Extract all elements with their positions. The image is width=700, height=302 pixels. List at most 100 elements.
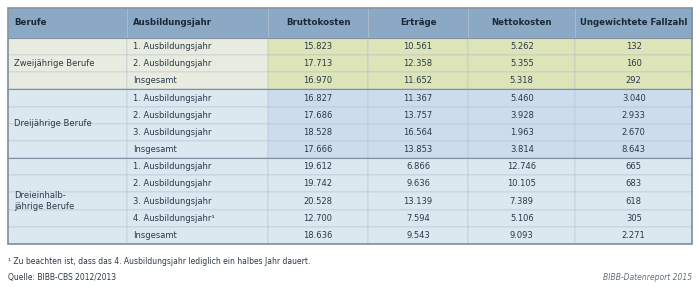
Text: 5.318: 5.318 — [510, 76, 533, 85]
Text: 8.643: 8.643 — [622, 145, 645, 154]
Text: 18.528: 18.528 — [304, 128, 332, 137]
Text: 5.262: 5.262 — [510, 42, 533, 51]
Bar — [8, 210, 127, 227]
Bar — [468, 158, 575, 175]
Text: 4. Ausbildungsjahr¹: 4. Ausbildungsjahr¹ — [133, 214, 214, 223]
Text: Nettokosten: Nettokosten — [491, 18, 552, 27]
Bar — [127, 55, 268, 72]
Bar — [8, 192, 127, 210]
Text: Ausbildungsjahr: Ausbildungsjahr — [133, 18, 212, 27]
Bar — [268, 124, 368, 141]
Bar — [368, 227, 468, 244]
Bar — [368, 107, 468, 124]
Text: 16.564: 16.564 — [403, 128, 433, 137]
Bar — [575, 175, 692, 192]
Bar — [127, 141, 268, 158]
Text: 17.713: 17.713 — [303, 59, 332, 68]
Bar — [468, 227, 575, 244]
Bar — [127, 38, 268, 55]
Bar — [268, 8, 368, 38]
Text: 2. Ausbildungsjahr: 2. Ausbildungsjahr — [133, 59, 211, 68]
Bar — [468, 38, 575, 55]
Text: 18.636: 18.636 — [303, 231, 332, 240]
Bar — [468, 210, 575, 227]
Text: 17.686: 17.686 — [303, 111, 332, 120]
Bar — [127, 89, 268, 107]
Bar — [575, 72, 692, 89]
Bar — [8, 107, 127, 124]
Bar — [368, 158, 468, 175]
Bar — [575, 141, 692, 158]
Bar — [468, 124, 575, 141]
Text: 20.528: 20.528 — [304, 197, 332, 206]
Text: 9.093: 9.093 — [510, 231, 533, 240]
Bar — [8, 89, 127, 107]
Text: 10.561: 10.561 — [403, 42, 433, 51]
Text: 10.105: 10.105 — [508, 179, 536, 188]
Bar — [368, 141, 468, 158]
Bar — [368, 55, 468, 72]
Text: 17.666: 17.666 — [303, 145, 332, 154]
Bar — [575, 210, 692, 227]
Text: Quelle: BIBB-CBS 2012/2013: Quelle: BIBB-CBS 2012/2013 — [8, 273, 116, 282]
Bar — [575, 55, 692, 72]
Text: 13.139: 13.139 — [403, 197, 433, 206]
Bar — [8, 227, 127, 244]
Bar — [8, 175, 127, 192]
Text: 16.970: 16.970 — [304, 76, 332, 85]
Text: 2.271: 2.271 — [622, 231, 645, 240]
Text: 618: 618 — [626, 197, 642, 206]
Text: 9.543: 9.543 — [406, 231, 430, 240]
Bar — [468, 175, 575, 192]
Bar — [575, 89, 692, 107]
Bar — [268, 72, 368, 89]
Text: 2. Ausbildungsjahr: 2. Ausbildungsjahr — [133, 111, 211, 120]
Text: Berufe: Berufe — [14, 18, 46, 27]
Bar — [268, 210, 368, 227]
Text: 12.700: 12.700 — [304, 214, 332, 223]
Text: 160: 160 — [626, 59, 642, 68]
Bar — [8, 38, 127, 55]
Text: 5.460: 5.460 — [510, 94, 533, 103]
Text: 2.670: 2.670 — [622, 128, 645, 137]
Bar — [268, 175, 368, 192]
Text: 11.367: 11.367 — [403, 94, 433, 103]
Bar — [368, 89, 468, 107]
Bar — [468, 55, 575, 72]
Text: 9.636: 9.636 — [406, 179, 430, 188]
Bar — [8, 158, 127, 175]
Text: Ungewichtete Fallzahl: Ungewichtete Fallzahl — [580, 18, 687, 27]
Text: 3.040: 3.040 — [622, 94, 645, 103]
Text: 2.933: 2.933 — [622, 111, 645, 120]
Text: 3. Ausbildungsjahr: 3. Ausbildungsjahr — [133, 197, 211, 206]
Bar — [127, 72, 268, 89]
Bar — [268, 141, 368, 158]
Text: Erträge: Erträge — [400, 18, 436, 27]
Bar — [368, 192, 468, 210]
Bar — [468, 141, 575, 158]
Bar — [575, 38, 692, 55]
Bar — [575, 158, 692, 175]
Bar — [368, 210, 468, 227]
Text: 7.594: 7.594 — [406, 214, 430, 223]
Text: 5.106: 5.106 — [510, 214, 533, 223]
Text: 12.358: 12.358 — [403, 59, 433, 68]
Bar — [127, 210, 268, 227]
Bar — [468, 192, 575, 210]
Text: 13.757: 13.757 — [403, 111, 433, 120]
Bar — [268, 107, 368, 124]
Bar — [127, 158, 268, 175]
Text: 665: 665 — [626, 162, 642, 171]
Bar — [368, 38, 468, 55]
Bar — [468, 72, 575, 89]
Bar — [368, 8, 468, 38]
Bar — [268, 192, 368, 210]
Text: 3.928: 3.928 — [510, 111, 533, 120]
Text: 2. Ausbildungsjahr: 2. Ausbildungsjahr — [133, 179, 211, 188]
Bar — [127, 124, 268, 141]
Text: 1. Ausbildungsjahr: 1. Ausbildungsjahr — [133, 42, 211, 51]
Text: 6.866: 6.866 — [406, 162, 430, 171]
Text: ¹ Zu beachten ist, dass das 4. Ausbildungsjahr lediglich ein halbes Jahr dauert.: ¹ Zu beachten ist, dass das 4. Ausbildun… — [8, 257, 310, 266]
Bar — [127, 8, 268, 38]
Bar — [575, 107, 692, 124]
